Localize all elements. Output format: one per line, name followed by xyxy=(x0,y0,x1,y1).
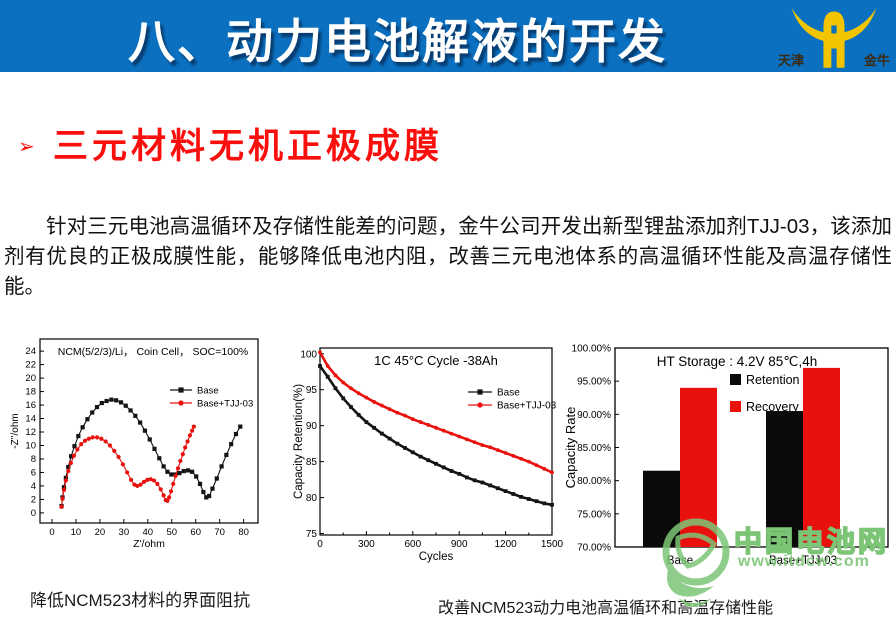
body-paragraph: 针对三元电池高温循环及存储性能差的问题，金牛公司开发出新型锂盐添加剂TJJ-03… xyxy=(4,215,892,298)
svg-text:NCM(5/2/3)/Li， Coin Cell， SOC=: NCM(5/2/3)/Li， Coin Cell， SOC=100% xyxy=(58,346,249,358)
svg-text:Base+TJJ-03: Base+TJJ-03 xyxy=(769,555,837,567)
svg-text:10: 10 xyxy=(25,440,36,451)
bull-logo-icon xyxy=(791,7,877,68)
svg-text:Base: Base xyxy=(197,386,219,397)
caption-left: 降低NCM523材料的界面阻抗 xyxy=(30,591,251,610)
svg-text:70: 70 xyxy=(214,527,225,538)
svg-text:40: 40 xyxy=(143,527,154,538)
svg-text:0: 0 xyxy=(317,539,323,550)
svg-text:0: 0 xyxy=(49,527,54,538)
svg-text:Base: Base xyxy=(667,555,693,567)
svg-text:90: 90 xyxy=(306,421,318,432)
svg-text:900: 900 xyxy=(451,539,468,550)
storage-bar-chart: 70.00% 75.00% 80.00% 85.00% 90.00% 95.00% 100.… xyxy=(565,344,889,567)
company-logo: 天津 金牛 xyxy=(776,2,892,72)
arrow-bullet-icon: ➢ xyxy=(18,136,35,158)
svg-text:12: 12 xyxy=(25,427,36,438)
svg-text:Z'/ohm: Z'/ohm xyxy=(133,538,165,550)
svg-text:80: 80 xyxy=(238,527,249,538)
svg-text:Base: Base xyxy=(497,388,520,399)
svg-text:10: 10 xyxy=(71,527,82,538)
svg-text:1200: 1200 xyxy=(494,539,517,550)
svg-text:80.00%: 80.00% xyxy=(577,476,611,487)
svg-text:75.00%: 75.00% xyxy=(577,509,611,520)
svg-text:95.00%: 95.00% xyxy=(577,377,611,388)
series-Base+TJJ-03: Base+TJJ-03 xyxy=(59,399,253,509)
svg-text:Capacity Retention(%): Capacity Retention(%) xyxy=(293,384,305,499)
svg-text:8: 8 xyxy=(31,454,36,465)
logo-text-left: 天津 xyxy=(778,53,805,68)
svg-text:30: 30 xyxy=(119,527,130,538)
bar-series-Recovery: Recovery xyxy=(680,367,840,547)
svg-text:100.00%: 100.00% xyxy=(572,344,612,355)
svg-text:Cycles: Cycles xyxy=(419,551,454,563)
logo-text-right: 金牛 xyxy=(863,53,890,68)
svg-text:-Z''/ohm: -Z''/ohm xyxy=(10,413,21,449)
series-Base: Base xyxy=(318,364,554,507)
svg-text:600: 600 xyxy=(404,539,421,550)
bar-series-Retention: Retention xyxy=(643,373,803,547)
svg-text:4: 4 xyxy=(31,481,36,492)
svg-text:85: 85 xyxy=(306,457,318,468)
svg-text:100: 100 xyxy=(300,349,317,360)
svg-text:1C 45°C Cycle -38Ah: 1C 45°C Cycle -38Ah xyxy=(374,353,498,368)
svg-text:300: 300 xyxy=(358,539,375,550)
svg-text:50: 50 xyxy=(166,527,177,538)
svg-text:18: 18 xyxy=(25,387,36,398)
svg-text:Base+TJJ-03: Base+TJJ-03 xyxy=(197,399,253,410)
svg-text:Retention: Retention xyxy=(746,373,800,387)
svg-text:22: 22 xyxy=(25,360,36,371)
cycle-retention-chart: 0 300 600 900 1200 1500 75 80 85 90 95 100 1C 45°C C… xyxy=(293,347,564,563)
svg-text:85.00%: 85.00% xyxy=(577,443,611,454)
svg-text:20: 20 xyxy=(95,527,106,538)
svg-text:0: 0 xyxy=(31,508,36,519)
svg-text:90.00%: 90.00% xyxy=(577,410,611,421)
series-Base+TJJ-03: Base+TJJ-03 xyxy=(318,350,557,475)
svg-text:70.00%: 70.00% xyxy=(577,543,611,554)
svg-text:Recovery: Recovery xyxy=(746,400,800,414)
svg-text:6: 6 xyxy=(31,467,36,478)
svg-text:14: 14 xyxy=(25,414,36,425)
svg-text:95: 95 xyxy=(306,385,318,396)
svg-text:2: 2 xyxy=(31,494,36,505)
svg-text:24: 24 xyxy=(25,346,36,357)
svg-text:80: 80 xyxy=(306,493,318,504)
svg-text:Capacity Rate: Capacity Rate xyxy=(565,407,578,489)
svg-text:16: 16 xyxy=(25,400,36,411)
svg-text:Base+TJJ-03: Base+TJJ-03 xyxy=(497,401,557,412)
slide-title: 八、动力电池解液的开发 xyxy=(128,15,667,68)
section-heading: 三元材料无机正极成膜 xyxy=(53,127,444,166)
svg-text:20: 20 xyxy=(25,373,36,384)
svg-text:1500: 1500 xyxy=(541,539,564,550)
svg-text:60: 60 xyxy=(190,527,201,538)
svg-text:75: 75 xyxy=(306,529,318,540)
title-bar: 八、动力电池解液的开发 天津 金牛 xyxy=(0,0,896,72)
svg-text:HT Storage : 4.2V 85℃,4h: HT Storage : 4.2V 85℃,4h xyxy=(657,354,818,369)
caption-right: 改善NCM523动力电池高温循环和高温存储性能 xyxy=(438,600,774,617)
